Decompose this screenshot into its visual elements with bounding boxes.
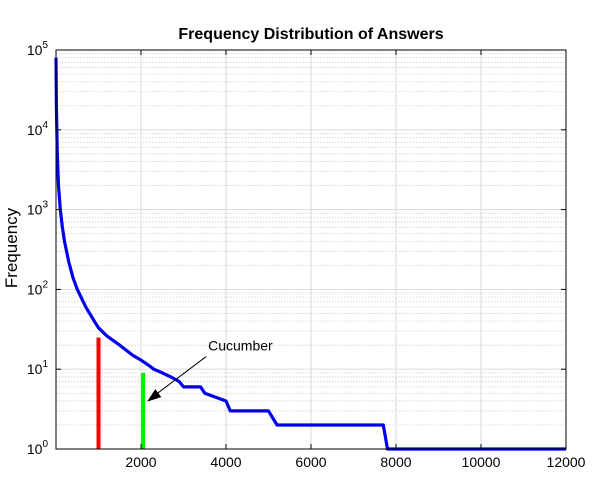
y-tick-label: 102 <box>27 279 49 297</box>
y-tick-label: 101 <box>27 359 49 377</box>
x-tick-label: 6000 <box>295 454 326 470</box>
y-tick-label-base: 10 <box>27 202 43 218</box>
y-tick-label-exp: 4 <box>42 120 48 131</box>
annotation-arrow-head <box>147 389 162 402</box>
annotation-label: Cucumber <box>208 338 273 354</box>
x-tick-label: 4000 <box>210 454 241 470</box>
y-axis-label: Frequency <box>2 207 21 288</box>
y-tick-label-exp: 2 <box>42 279 48 290</box>
y-tick-label: 100 <box>27 439 49 457</box>
series-line <box>54 57 566 451</box>
y-tick-label-exp: 3 <box>42 200 48 211</box>
chart-marks: Cucumber <box>54 57 566 451</box>
y-tick-label-exp: 0 <box>42 439 48 450</box>
annotation-arrow-line <box>148 356 207 400</box>
y-tick-label: 103 <box>27 200 49 218</box>
x-tick-label: 12000 <box>547 454 586 470</box>
axes: 2000 4000 6000 8000 10000 1200010010110210310… <box>27 40 586 470</box>
x-tick-label: 8000 <box>380 454 411 470</box>
y-tick-label: 104 <box>27 120 49 138</box>
y-tick-label: 105 <box>27 40 49 58</box>
y-tick-label-base: 10 <box>27 441 43 457</box>
y-tick-label-exp: 1 <box>42 359 48 370</box>
y-tick-label-base: 10 <box>27 281 43 297</box>
y-tick-label-base: 10 <box>27 361 43 377</box>
y-tick-label-exp: 5 <box>42 40 48 51</box>
y-tick-label-base: 10 <box>27 122 43 138</box>
grid <box>56 49 567 450</box>
x-tick-label: 2000 <box>125 454 156 470</box>
chart-title: Frequency Distribution of Answers <box>178 26 443 43</box>
y-tick-label-base: 10 <box>27 42 43 58</box>
x-tick-label: 10000 <box>462 454 501 470</box>
